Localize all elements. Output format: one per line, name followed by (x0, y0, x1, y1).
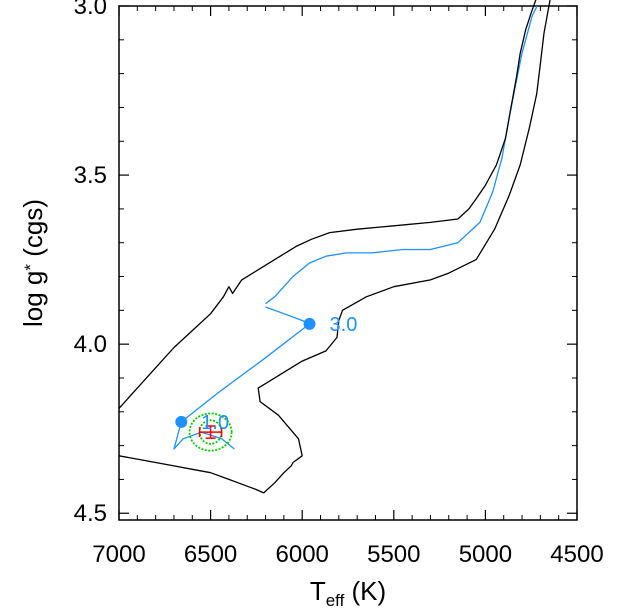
lower-bound-line (118, 0, 551, 494)
age-marker-dot (303, 317, 316, 330)
y-tick-label: 4.0 (74, 331, 107, 358)
track-line (173, 306, 311, 450)
age-marker-label: 1.0 (201, 412, 229, 434)
x-tick-label: 4500 (550, 541, 603, 568)
y-tick-label: 3.5 (74, 162, 107, 189)
age-markers: 1.0 3.0 (175, 314, 357, 434)
measurement-point (198, 425, 223, 439)
upper-bound-line (118, 0, 537, 409)
series-lines (118, 0, 551, 494)
plot-frame (118, 5, 578, 521)
x-tick-label: 6500 (184, 541, 237, 568)
y-tick-label: 3.0 (74, 0, 107, 20)
track-line (265, 5, 538, 305)
y-axis-label: log g* (cgs) (18, 199, 48, 327)
x-tick-label: 5000 (459, 541, 512, 568)
age-marker-dot (175, 415, 188, 428)
x-tick-label: 7000 (92, 541, 145, 568)
x-tick-labels: 7000 6500 6000 5500 5000 4500 (92, 541, 603, 568)
y-tick-labels: 3.0 3.5 4.0 4.5 (74, 0, 107, 527)
age-marker-label: 3.0 (330, 314, 358, 336)
x-axis-label: Teff (K) (310, 576, 386, 610)
confidence-contour (188, 412, 233, 452)
x-tick-label: 6000 (276, 541, 329, 568)
axis-ticks (118, 5, 578, 520)
y-tick-label: 4.5 (74, 500, 107, 527)
x-tick-label: 5500 (367, 541, 420, 568)
